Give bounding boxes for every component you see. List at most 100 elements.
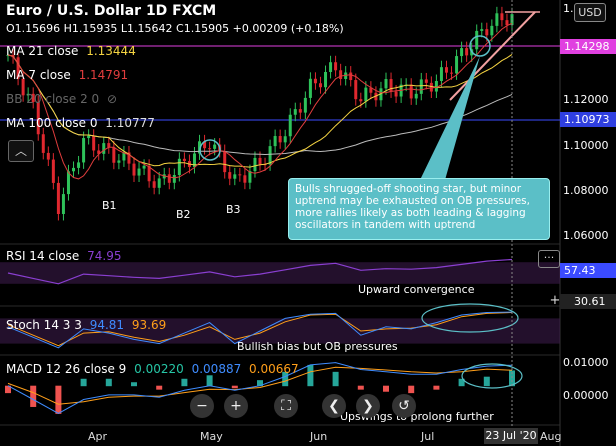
candle-body <box>414 93 418 99</box>
candle-body <box>132 163 136 176</box>
reset-button[interactable]: ↺ <box>392 394 416 418</box>
legend-ma7[interactable]: MA 7 close 1.14791 <box>6 68 132 82</box>
candle-body <box>31 93 35 102</box>
macd-hist-bar <box>131 382 137 387</box>
legend-ma7-value: 1.14791 <box>78 68 129 82</box>
macd-hist-bar <box>433 385 440 390</box>
candle-body <box>480 29 484 31</box>
ohlc-readout: O1.15696 H1.15935 L1.15642 C1.15905 +0.0… <box>6 22 344 35</box>
candle-body <box>152 181 156 188</box>
rsi-band <box>0 262 560 284</box>
scroll-right-button[interactable]: ❯ <box>356 394 380 418</box>
month-label: Aug <box>540 430 562 443</box>
candle-body <box>82 138 86 163</box>
candle-body <box>243 175 247 183</box>
candle-body <box>198 141 202 154</box>
legend-ma100-value: 1.10777 <box>105 116 155 130</box>
rsi-low-label: 30.61 <box>560 294 616 309</box>
eye-hidden-icon[interactable]: ⊘ <box>107 92 118 106</box>
ma21-line <box>7 53 513 168</box>
trend-arrow <box>449 11 536 101</box>
candle-body <box>56 182 60 214</box>
candle-body <box>137 168 141 176</box>
candle-body <box>21 78 25 96</box>
candle-body <box>349 72 353 81</box>
candle-body <box>303 97 307 113</box>
candle-body <box>167 174 171 183</box>
annot-b1: B1 <box>102 199 117 212</box>
candle-body <box>147 165 151 182</box>
candle-body <box>157 178 161 188</box>
candle-body <box>288 114 292 137</box>
candle-body <box>248 171 252 183</box>
more-options-button[interactable]: ··· <box>538 250 560 268</box>
candle-body <box>172 175 176 183</box>
macd-hist-bar <box>332 371 339 387</box>
candle-body <box>389 79 393 92</box>
candle-body <box>122 152 126 161</box>
legend-ma100-label: MA 100 close 0 <box>6 116 98 130</box>
macd-note: Upswings to prolong further <box>340 410 494 423</box>
macd-hist-bar <box>383 385 389 392</box>
candle-body <box>258 157 262 165</box>
candle-body <box>127 152 131 164</box>
macd-hist-bar <box>483 376 490 387</box>
scroll-left-button[interactable]: ❮ <box>322 394 346 418</box>
legend-rsi[interactable]: RSI 14 close 74.95 <box>6 249 126 263</box>
legend-stoch[interactable]: Stoch 14 3 3 94.81 93.69 <box>6 318 170 332</box>
candle-body <box>485 29 489 36</box>
candle-body <box>339 70 343 79</box>
legend-bb[interactable]: BB 20 close 2 0 ⊘ <box>6 92 121 106</box>
zoom-in-button[interactable]: + <box>224 394 248 418</box>
candle-body <box>505 20 509 26</box>
annot-b2: B2 <box>176 208 191 221</box>
macd-hist-bar <box>30 385 37 407</box>
fit-screen-button[interactable]: ⛶ <box>274 394 298 418</box>
add-indicator-button[interactable]: + <box>549 293 561 308</box>
price-tick: 1.10000 <box>563 139 609 152</box>
stoch-note: Bullish bias but OB pressures <box>237 340 398 353</box>
macd-hist-bar <box>282 371 289 387</box>
macd-tick: 0.00000 <box>563 389 609 402</box>
candle-body <box>268 146 272 165</box>
candle-body <box>87 135 91 139</box>
macd-hist-bar <box>5 385 11 394</box>
candle-body <box>444 67 448 73</box>
candle-body <box>283 136 287 143</box>
legend-stoch-label: Stoch 14 3 3 <box>6 318 82 332</box>
zoom-out-button[interactable]: − <box>190 394 214 418</box>
candle-body <box>318 83 322 88</box>
candle-body <box>429 82 433 92</box>
macd-hist-bar <box>55 385 62 414</box>
candle-body <box>475 30 479 50</box>
crosshair-date-tag: 23 Jul '20 <box>484 428 538 444</box>
candle-body <box>36 101 40 135</box>
candle-body <box>6 55 10 57</box>
candle-body <box>97 150 101 154</box>
candle-body <box>192 153 196 167</box>
candle-body <box>273 136 277 147</box>
candle-body <box>66 171 70 195</box>
currency-button[interactable]: USD <box>574 3 606 22</box>
candle-body <box>510 14 514 26</box>
candle-body <box>117 160 121 163</box>
macd-signal-line <box>7 366 513 405</box>
candle-body <box>379 88 383 101</box>
stoch-highlight <box>421 303 519 333</box>
legend-macd[interactable]: MACD 12 26 close 9 0.00220 0.00887 0.006… <box>6 362 303 376</box>
price-label-blue: 1.10973 <box>560 112 616 127</box>
candle-body <box>51 159 55 183</box>
macd-hist-bar <box>408 385 415 394</box>
candle-body <box>46 152 50 160</box>
candle-body <box>424 79 428 83</box>
candle-body <box>344 72 348 79</box>
candle-body <box>329 62 333 72</box>
legend-ma21[interactable]: MA 21 close 1.13444 <box>6 44 140 58</box>
collapse-legend-button[interactable]: ︿ <box>8 140 34 162</box>
candle-body <box>465 48 469 56</box>
legend-ma100[interactable]: MA 100 close 0 1.10777 <box>6 116 159 130</box>
candle-body <box>92 135 96 151</box>
candle-body <box>308 78 312 98</box>
candle-body <box>142 165 146 169</box>
candle-body <box>369 87 373 93</box>
